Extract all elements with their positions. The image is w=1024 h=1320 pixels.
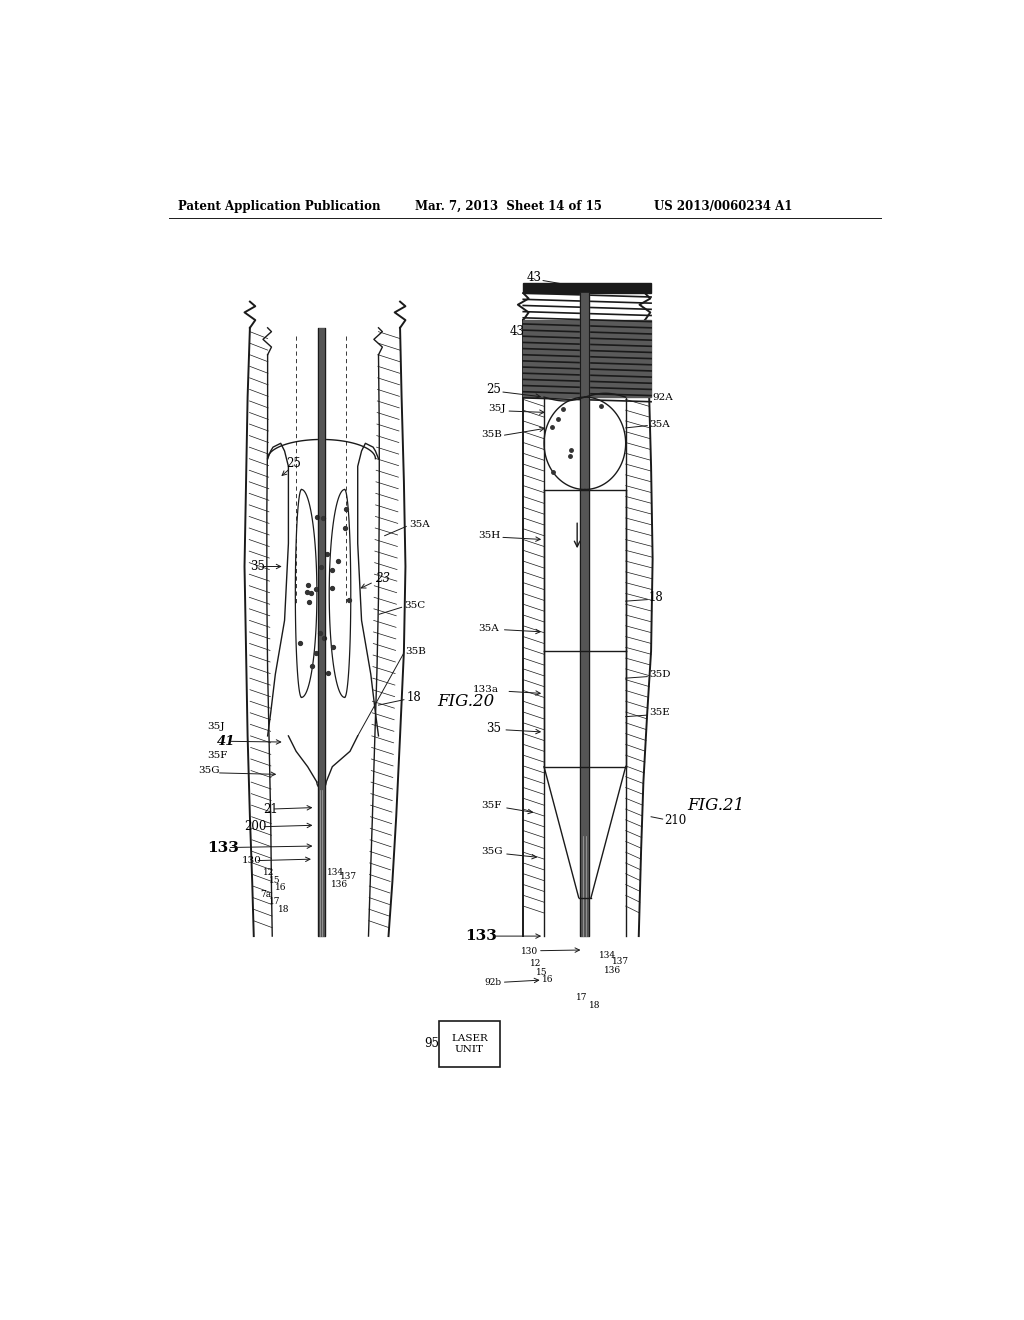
Text: 35F: 35F	[208, 751, 228, 759]
Text: 35: 35	[486, 722, 502, 735]
Text: 35A: 35A	[410, 520, 430, 528]
Text: FIG.20: FIG.20	[437, 693, 495, 710]
Text: FIG.21: FIG.21	[687, 797, 744, 813]
Text: LASER
UNIT: LASER UNIT	[451, 1034, 487, 1053]
Text: 133: 133	[208, 841, 240, 854]
Text: 35D: 35D	[649, 669, 671, 678]
Text: 92A: 92A	[652, 392, 674, 401]
Text: 35: 35	[250, 560, 265, 573]
Text: 15: 15	[537, 968, 548, 977]
Text: 12: 12	[263, 869, 274, 878]
Text: 21: 21	[263, 803, 278, 816]
Text: 133a: 133a	[473, 685, 500, 694]
Bar	[438, 1020, 500, 1067]
Polygon shape	[523, 284, 651, 293]
Text: 23: 23	[376, 572, 390, 585]
Text: 35F: 35F	[481, 801, 502, 809]
Text: 41: 41	[217, 735, 236, 748]
Text: 18: 18	[649, 591, 664, 603]
Text: 136: 136	[331, 880, 348, 888]
Text: 25: 25	[286, 457, 301, 470]
Text: 200: 200	[245, 820, 267, 833]
Text: 35G: 35G	[199, 766, 220, 775]
Text: 17: 17	[269, 898, 281, 906]
Text: 134: 134	[327, 869, 344, 878]
Text: 35J: 35J	[208, 722, 225, 731]
Text: 25: 25	[486, 383, 501, 396]
Text: 133: 133	[466, 929, 498, 942]
Text: 95: 95	[425, 1038, 439, 1051]
Text: 137: 137	[611, 957, 629, 966]
Text: 210: 210	[665, 814, 686, 828]
Text: 43: 43	[509, 325, 524, 338]
Text: 130: 130	[521, 946, 538, 956]
Polygon shape	[581, 293, 590, 936]
Text: 134: 134	[599, 950, 615, 960]
Text: 15: 15	[269, 876, 281, 886]
Text: 7a: 7a	[260, 890, 271, 899]
Text: 16: 16	[542, 975, 553, 985]
Text: 35C: 35C	[403, 601, 425, 610]
Text: 35A: 35A	[649, 420, 670, 429]
Polygon shape	[317, 327, 326, 936]
Polygon shape	[523, 321, 651, 397]
Text: 18: 18	[407, 690, 421, 704]
Text: 130: 130	[243, 857, 262, 865]
Text: 35B: 35B	[406, 647, 426, 656]
Text: 18: 18	[279, 904, 290, 913]
Text: 43: 43	[527, 271, 542, 284]
Text: US 2013/0060234 A1: US 2013/0060234 A1	[654, 199, 793, 213]
Text: 17: 17	[575, 993, 587, 1002]
Text: 35J: 35J	[488, 404, 506, 413]
Text: 137: 137	[340, 873, 357, 882]
Text: 18: 18	[589, 1001, 600, 1010]
Text: Mar. 7, 2013  Sheet 14 of 15: Mar. 7, 2013 Sheet 14 of 15	[416, 199, 602, 213]
Text: 35A: 35A	[478, 623, 500, 632]
Text: 35B: 35B	[481, 429, 502, 438]
Text: 35G: 35G	[481, 847, 503, 855]
Text: 35H: 35H	[478, 531, 501, 540]
Text: 92b: 92b	[484, 978, 502, 987]
Text: 35E: 35E	[649, 709, 670, 717]
Text: 12: 12	[530, 958, 542, 968]
Text: 16: 16	[274, 883, 286, 892]
Text: 136: 136	[604, 966, 622, 975]
Text: Patent Application Publication: Patent Application Publication	[178, 199, 381, 213]
